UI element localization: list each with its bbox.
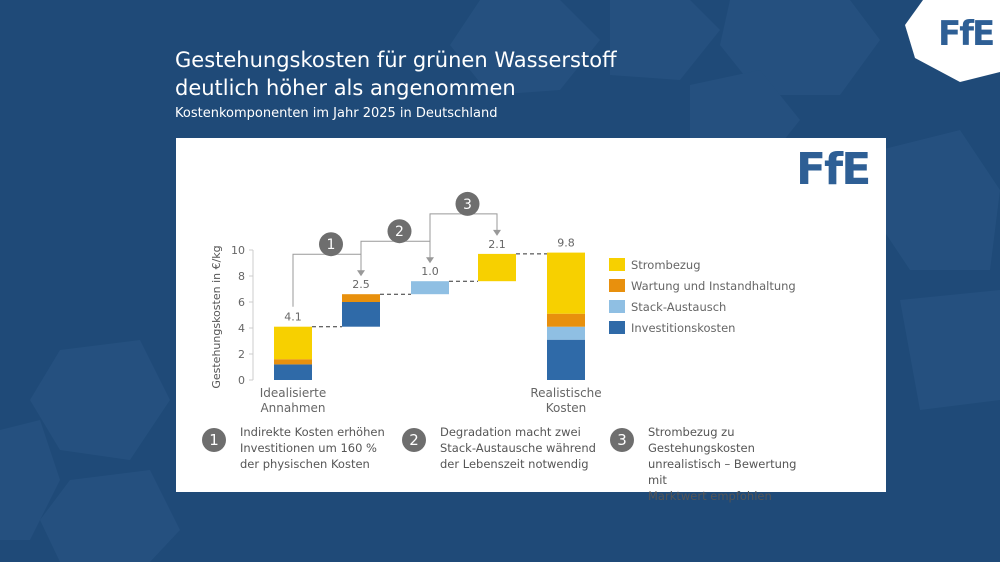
ffe-logo: FfE xyxy=(938,14,995,54)
note-text: Indirekte Kosten erhöhen Investitionen um… xyxy=(240,424,410,472)
y-tick-label: 6 xyxy=(238,296,245,309)
bar-segment-strombezug xyxy=(274,326,312,360)
marker-circle-2 xyxy=(387,219,412,244)
bar-segment-wartung-und-instandhaltung xyxy=(547,313,585,327)
marker-circle-1 xyxy=(319,232,343,257)
bar-value-label: 2.1 xyxy=(488,238,506,251)
bg-hexagon xyxy=(30,340,170,460)
note-text-line: Stack-Austausche während xyxy=(440,441,596,455)
bar-value-label: 1.0 xyxy=(421,265,439,278)
note-text-line: Strombezug zu Gestehungskosten xyxy=(648,425,755,455)
title-line-1: Gestehungskosten für grünen Wasserstoff xyxy=(175,48,617,72)
y-tick-label: 10 xyxy=(231,244,245,257)
title-line-2: deutlich höher als angenommen xyxy=(175,76,516,100)
bar-value-label: 9.8 xyxy=(557,237,575,250)
note-text-line: der Lebenszeit notwendig xyxy=(440,457,589,471)
category-label: Idealisierte xyxy=(260,386,327,400)
bar-segment-investitionskosten xyxy=(274,364,312,380)
marker-number: 3 xyxy=(463,197,472,213)
note-text-line: Marktwert empfohlen xyxy=(648,489,772,503)
marker-bracket xyxy=(360,240,431,275)
bar-segment-strombezug xyxy=(478,253,516,282)
y-tick-label: 4 xyxy=(238,322,245,335)
note-text-line: Indirekte Kosten erhöhen xyxy=(240,425,385,439)
category-label: Annahmen xyxy=(260,401,325,415)
legend-label: Strombezug xyxy=(631,258,701,272)
bg-hexagon xyxy=(450,0,600,95)
note-number-badge: 3 xyxy=(610,428,634,452)
legend-swatch xyxy=(609,279,625,292)
bg-hexagon xyxy=(870,130,1000,270)
bracket-arrowhead xyxy=(493,229,501,236)
note-text-line: unrealistisch – Bewertung mit xyxy=(648,457,797,487)
note-text: Strombezug zu Gestehungskosten unrealisti… xyxy=(648,424,818,504)
note-text-line: der physischen Kosten xyxy=(240,457,370,471)
marker-circle-3 xyxy=(455,191,480,216)
waterfall-chart: 0 2 4 6 8 10 Gestehungskosten in €/kg 4.1 2.5 1.0… xyxy=(210,191,796,415)
note-number-badge: 1 xyxy=(202,428,226,452)
bg-hexagon xyxy=(0,420,60,540)
bar-value-label: 4.1 xyxy=(284,311,302,324)
bar-segment-wartung-und-instandhaltung xyxy=(274,359,312,365)
bg-hexagon xyxy=(40,470,180,562)
legend-label: Wartung und Instandhaltung xyxy=(631,279,796,293)
y-tick-label: 0 xyxy=(238,374,245,387)
bar-segment-strombezug xyxy=(547,252,585,314)
note-text: Degradation macht zwei Stack-Austausche w… xyxy=(440,424,610,472)
logo-tab xyxy=(905,0,1000,82)
note-text-line: Investitionen um 160 % xyxy=(240,441,377,455)
bar-value-label: 2.5 xyxy=(352,278,370,291)
bar-segment-investitionskosten xyxy=(342,302,380,327)
bg-hexagon xyxy=(610,0,720,80)
chart-panel: FfE 0 2 4 6 8 10 Gestehungskosten in €/kg 4.1 2.… xyxy=(176,138,886,503)
bar-segment-investitionskosten xyxy=(547,339,585,380)
legend-swatch xyxy=(609,258,625,271)
marker-number: 2 xyxy=(395,224,404,240)
bar-segment-stack-austausch xyxy=(411,281,449,295)
category-label: Kosten xyxy=(546,401,587,415)
legend-label: Stack-Austausch xyxy=(631,300,726,314)
page-title: Gestehungskosten für grünen Wasserstoff … xyxy=(175,46,617,102)
y-tick-label: 8 xyxy=(238,270,245,283)
bar-segment-stack-austausch xyxy=(547,326,585,340)
y-axis-label: Gestehungskosten in €/kg xyxy=(210,245,223,388)
y-tick-label: 2 xyxy=(238,348,245,361)
bar-segment-wartung-und-instandhaltung xyxy=(342,294,380,302)
page-subtitle: Kostenkomponenten im Jahr 2025 in Deutsc… xyxy=(175,106,498,121)
legend-swatch xyxy=(609,321,625,334)
legend-label: Investitionskosten xyxy=(631,321,735,335)
ffe-logo-panel: FfE xyxy=(796,144,871,195)
note-number-badge: 2 xyxy=(402,428,426,452)
marker-number: 1 xyxy=(327,237,336,253)
category-label: Realistische xyxy=(530,386,601,400)
legend-swatch xyxy=(609,300,625,313)
note-text-line: Degradation macht zwei xyxy=(440,425,581,439)
bg-hexagon xyxy=(900,290,1000,410)
